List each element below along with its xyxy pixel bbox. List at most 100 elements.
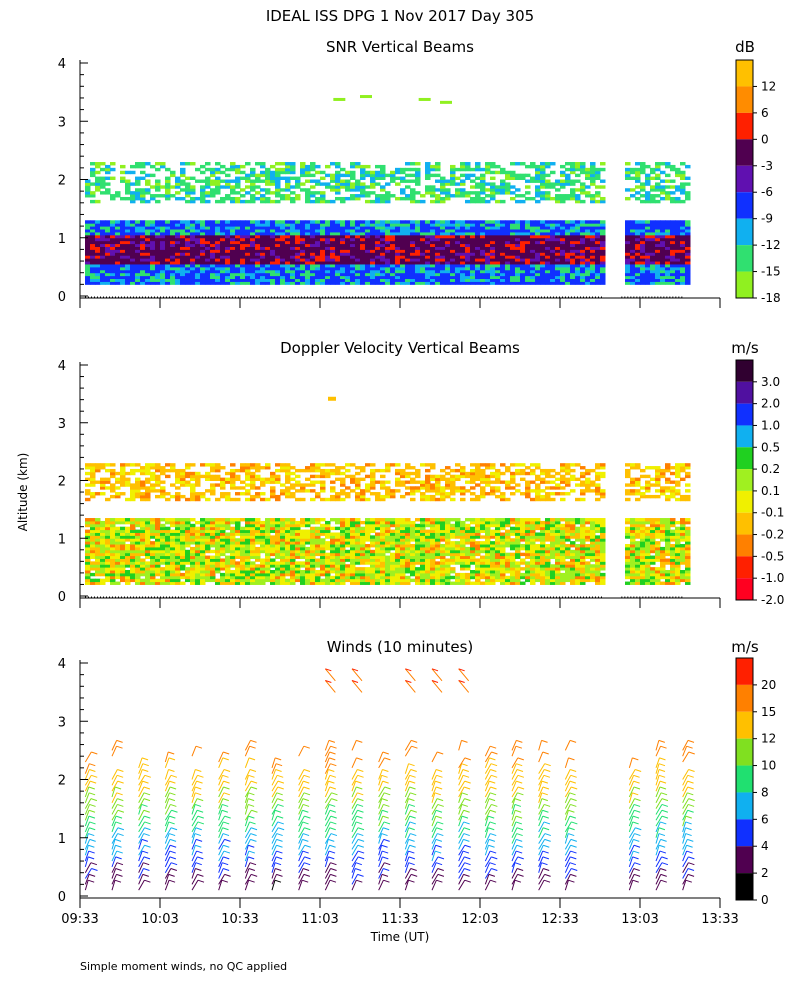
heatmap-cell	[555, 255, 561, 259]
heatmap-cell	[335, 179, 341, 183]
heatmap-cell	[200, 492, 206, 496]
heatmap-cell	[185, 529, 191, 533]
heatmap-cell	[285, 541, 291, 545]
heatmap-cell	[585, 194, 591, 198]
heatmap-cell	[380, 185, 386, 189]
heatmap-cell	[405, 261, 411, 265]
heatmap-cell	[680, 191, 686, 195]
heatmap-cell	[200, 581, 206, 585]
heatmap-cell	[260, 529, 266, 533]
heatmap-cell	[205, 549, 211, 554]
heatmap-cell	[160, 185, 166, 189]
heatmap-cell	[265, 237, 271, 242]
heatmap-cell	[135, 231, 141, 236]
heatmap-cell	[635, 176, 641, 180]
heatmap-cell	[410, 173, 416, 178]
heatmap-cell	[415, 191, 421, 195]
heatmap-cell	[220, 480, 226, 484]
heatmap-cell	[590, 196, 596, 201]
heatmap-cell	[390, 281, 396, 285]
heatmap-cell	[115, 237, 121, 242]
heatmap-cell	[180, 555, 186, 559]
heatmap-cell	[540, 237, 546, 242]
heatmap-cell	[90, 541, 96, 545]
heatmap-cell	[200, 549, 206, 554]
heatmap-cell	[285, 480, 291, 484]
heatmap-cell	[160, 535, 166, 539]
heatmap-cell	[100, 555, 106, 559]
heatmap-cell	[565, 179, 571, 183]
heatmap-cell	[585, 229, 591, 233]
heatmap-cell	[340, 179, 346, 183]
heatmap-cell	[435, 263, 441, 268]
heatmap-cell	[140, 570, 146, 574]
heatmap-cell	[570, 240, 576, 245]
heatmap-cell	[485, 229, 491, 233]
heatmap-cell	[235, 167, 241, 172]
heatmap-cell	[365, 170, 371, 175]
heatmap-cell	[650, 269, 656, 274]
heatmap-cell	[250, 167, 256, 172]
heatmap-cell	[305, 164, 311, 169]
heatmap-cell	[600, 234, 606, 239]
heatmap-cell	[265, 570, 271, 574]
heatmap-cell	[130, 494, 136, 499]
heatmap-cell	[675, 170, 681, 175]
heatmap-cell	[145, 237, 151, 242]
heatmap-cell	[660, 223, 666, 227]
heatmap-cell	[220, 535, 226, 539]
heatmap-cell	[555, 196, 561, 201]
heatmap-cell	[500, 182, 506, 186]
heatmap-cell	[150, 572, 156, 577]
heatmap-cell	[670, 167, 676, 172]
heatmap-cell	[625, 278, 631, 282]
heatmap-cell	[425, 167, 431, 172]
heatmap-cell	[405, 167, 411, 172]
heatmap-cell	[345, 272, 351, 277]
heatmap-cell	[310, 567, 316, 571]
heatmap-cell	[105, 480, 111, 484]
heatmap-cell	[665, 266, 671, 271]
heatmap-cell	[220, 231, 226, 236]
heatmap-cell	[235, 474, 241, 479]
heatmap-cell	[120, 196, 126, 201]
heatmap-cell	[150, 231, 156, 236]
heatmap-cell	[155, 474, 161, 479]
heatmap-cell	[435, 173, 441, 178]
heatmap-cell	[240, 463, 246, 467]
heatmap-cell	[375, 170, 381, 175]
heatmap-cell	[140, 162, 146, 166]
heatmap-cell	[280, 278, 286, 282]
heatmap-cell	[535, 231, 541, 236]
heatmap-cell	[195, 564, 201, 568]
heatmap-cell	[305, 266, 311, 271]
heatmap-cell	[310, 518, 316, 522]
heatmap-cell	[505, 191, 511, 195]
heatmap-cell	[140, 258, 146, 262]
heatmap-cell	[555, 199, 561, 204]
heatmap-cell	[465, 229, 471, 233]
heatmap-cell	[165, 223, 171, 227]
heatmap-cell	[145, 199, 151, 204]
heatmap-cell	[340, 243, 346, 247]
heatmap-cell	[320, 258, 326, 262]
heatmap-cell	[300, 173, 306, 178]
heatmap-cell	[160, 226, 166, 230]
heatmap-cell	[510, 249, 516, 253]
heatmap-cell	[340, 258, 346, 262]
heatmap-cell	[240, 255, 246, 259]
heatmap-cell	[360, 263, 366, 268]
heatmap-cell	[145, 567, 151, 571]
heatmap-cell	[545, 220, 551, 224]
heatmap-cell	[165, 564, 171, 568]
heatmap-cell	[385, 255, 391, 259]
heatmap-cell	[635, 167, 641, 172]
heatmap-cell	[240, 544, 246, 548]
heatmap-cell	[120, 578, 126, 583]
heatmap-cell	[140, 486, 146, 490]
heatmap-cell	[470, 269, 476, 274]
heatmap-cell	[290, 185, 296, 189]
heatmap-cell	[185, 226, 191, 230]
heatmap-cell	[150, 240, 156, 245]
heatmap-cell	[85, 243, 91, 247]
